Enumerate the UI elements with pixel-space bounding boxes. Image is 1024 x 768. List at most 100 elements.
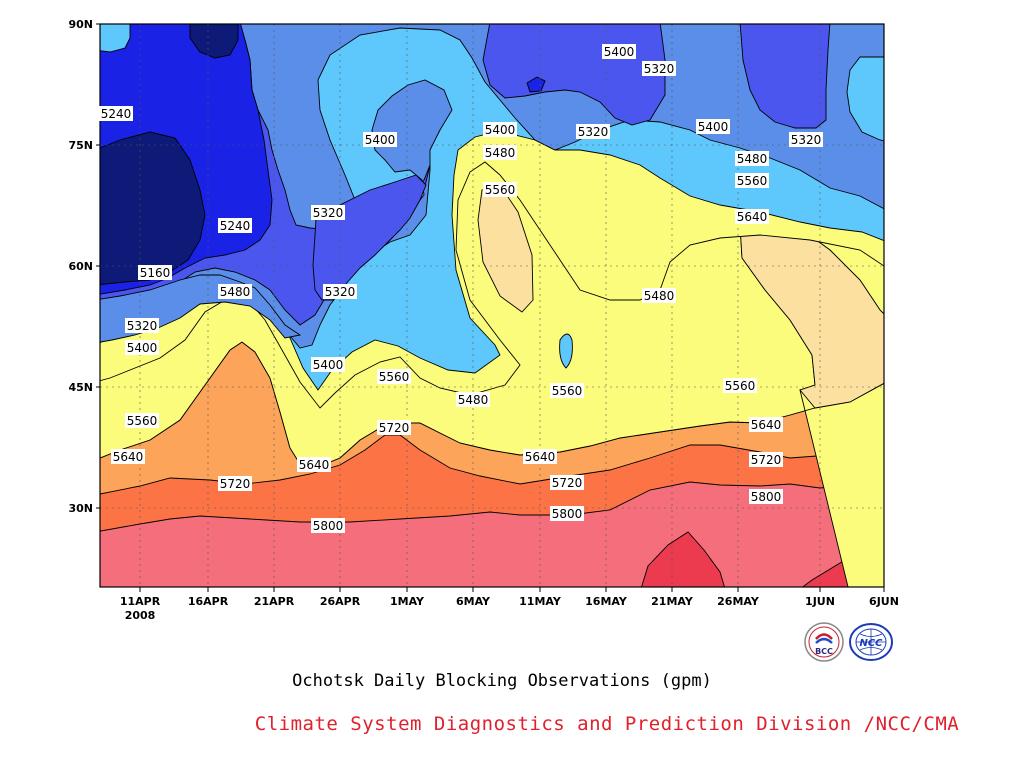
bcc-logo: BCC bbox=[803, 621, 845, 663]
svg-text:5560: 5560 bbox=[127, 414, 158, 428]
svg-text:5320: 5320 bbox=[644, 62, 675, 76]
contour-label: 5720 bbox=[550, 475, 584, 490]
contour-label: 5400 bbox=[311, 357, 345, 372]
y-tick-label: 90N bbox=[68, 18, 93, 31]
contour-label: 5400 bbox=[602, 44, 636, 59]
contour-label: 5560 bbox=[735, 173, 769, 188]
svg-text:5720: 5720 bbox=[379, 421, 410, 435]
field-5320-ne bbox=[739, 24, 831, 129]
svg-text:5560: 5560 bbox=[725, 379, 756, 393]
contour-label: 5320 bbox=[311, 205, 345, 220]
x-year-label: 2008 bbox=[125, 609, 156, 622]
svg-text:5640: 5640 bbox=[737, 210, 768, 224]
contour-label: 5720 bbox=[218, 476, 252, 491]
svg-text:5480: 5480 bbox=[458, 393, 489, 407]
field-5560-lens bbox=[477, 184, 534, 313]
x-tick-label: 6JUN bbox=[869, 595, 899, 608]
contour-label: 5800 bbox=[311, 518, 345, 533]
svg-text:5320: 5320 bbox=[578, 125, 609, 139]
contour-label: 5640 bbox=[523, 449, 557, 464]
svg-text:5400: 5400 bbox=[485, 123, 516, 137]
contour-label: 5640 bbox=[111, 449, 145, 464]
contour-label: 5480 bbox=[483, 145, 517, 160]
y-tick-label: 30N bbox=[68, 502, 93, 515]
svg-text:5400: 5400 bbox=[313, 358, 344, 372]
y-tick-label: 45N bbox=[68, 381, 93, 394]
contour-label: 5640 bbox=[297, 457, 331, 472]
field-5560-oval bbox=[559, 333, 573, 369]
svg-text:5240: 5240 bbox=[220, 219, 251, 233]
contour-label: 5320 bbox=[576, 124, 610, 139]
svg-text:5640: 5640 bbox=[525, 450, 556, 464]
svg-text:NCC: NCC bbox=[859, 638, 883, 649]
svg-text:5320: 5320 bbox=[325, 285, 356, 299]
svg-text:5320: 5320 bbox=[127, 319, 158, 333]
svg-text:5480: 5480 bbox=[220, 285, 251, 299]
x-tick-label: 26MAY bbox=[717, 595, 760, 608]
contour-label: 5320 bbox=[642, 61, 676, 76]
svg-text:5560: 5560 bbox=[737, 174, 768, 188]
svg-text:5800: 5800 bbox=[751, 490, 782, 504]
svg-text:5400: 5400 bbox=[698, 120, 729, 134]
contour-label: 5560 bbox=[125, 413, 159, 428]
chart-title: Ochotsk Daily Blocking Observations (gpm… bbox=[292, 671, 712, 691]
svg-text:5400: 5400 bbox=[365, 133, 396, 147]
svg-text:5800: 5800 bbox=[313, 519, 344, 533]
contour-label: 5640 bbox=[749, 417, 783, 432]
contour-label: 5640 bbox=[735, 209, 769, 224]
contour-label: 5240 bbox=[99, 106, 133, 121]
contour-label: 5240 bbox=[218, 218, 252, 233]
x-tick-label: 1JUN bbox=[805, 595, 835, 608]
contour-label: 5400 bbox=[125, 340, 159, 355]
contour-label: 5560 bbox=[377, 369, 411, 384]
contour-label: 5720 bbox=[377, 420, 411, 435]
contour-label: 5160 bbox=[138, 265, 172, 280]
y-tick-label: 75N bbox=[68, 139, 93, 152]
svg-text:5560: 5560 bbox=[552, 384, 583, 398]
svg-text:5400: 5400 bbox=[127, 341, 158, 355]
svg-text:5400: 5400 bbox=[604, 45, 635, 59]
ncc-logo: NCC bbox=[848, 621, 893, 663]
svg-text:5480: 5480 bbox=[485, 146, 516, 160]
contour-label: 5720 bbox=[749, 452, 783, 467]
svg-text:5560: 5560 bbox=[485, 183, 516, 197]
x-tick-label: 21APR bbox=[254, 595, 295, 608]
svg-text:5720: 5720 bbox=[751, 453, 782, 467]
field-5480-nw bbox=[100, 24, 131, 53]
x-tick-label: 11APR bbox=[120, 595, 161, 608]
x-tick-label: 26APR bbox=[320, 595, 361, 608]
svg-text:5720: 5720 bbox=[220, 477, 251, 491]
contour-label: 5800 bbox=[550, 506, 584, 521]
plot-frame bbox=[99, 23, 885, 588]
x-tick-label: 16MAY bbox=[585, 595, 628, 608]
contour-label: 5320 bbox=[323, 284, 357, 299]
field-5960-a bbox=[641, 531, 725, 587]
x-tick-label: 6MAY bbox=[456, 595, 491, 608]
contour-label: 5320 bbox=[789, 132, 823, 147]
contour-label: 5400 bbox=[696, 119, 730, 134]
svg-text:5640: 5640 bbox=[751, 418, 782, 432]
contour-label: 5320 bbox=[125, 318, 159, 333]
svg-text:5480: 5480 bbox=[644, 289, 675, 303]
contour-label: 5480 bbox=[456, 392, 490, 407]
svg-text:5640: 5640 bbox=[299, 458, 330, 472]
svg-text:BCC: BCC bbox=[815, 647, 833, 656]
svg-text:5560: 5560 bbox=[379, 370, 410, 384]
contour-label: 5560 bbox=[550, 383, 584, 398]
field-5160-top bbox=[189, 24, 239, 59]
field-5240-speck bbox=[526, 76, 546, 93]
contour-label: 5560 bbox=[483, 182, 517, 197]
svg-text:5160: 5160 bbox=[140, 266, 171, 280]
field-5480-ne bbox=[846, 56, 884, 142]
x-tick-label: 16APR bbox=[188, 595, 229, 608]
svg-text:5720: 5720 bbox=[552, 476, 583, 490]
svg-text:5800: 5800 bbox=[552, 507, 583, 521]
y-tick-label: 60N bbox=[68, 260, 93, 273]
chart-subtitle: Climate System Diagnostics and Predictio… bbox=[254, 713, 960, 735]
contour-label: 5800 bbox=[749, 489, 783, 504]
svg-text:5320: 5320 bbox=[313, 206, 344, 220]
contour-label: 5560 bbox=[723, 378, 757, 393]
x-tick-label: 11MAY bbox=[519, 595, 562, 608]
contour-label: 5400 bbox=[363, 132, 397, 147]
